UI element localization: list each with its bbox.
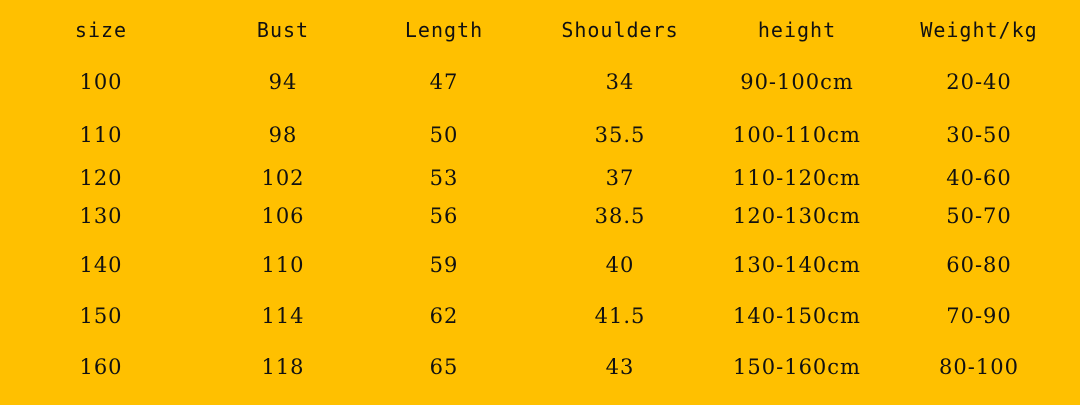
table-cell: 130 <box>79 204 123 228</box>
table-cell: 62 <box>429 304 459 328</box>
table-cell: 41.5 <box>594 304 646 328</box>
table-cell: 98 <box>268 123 298 147</box>
column-header: Shoulders <box>561 18 679 42</box>
table-cell: 60-80 <box>946 253 1012 277</box>
table-cell: 38.5 <box>594 204 646 228</box>
table-cell: 43 <box>605 355 635 379</box>
table-cell: 94 <box>268 70 298 94</box>
table-cell: 130-140cm <box>733 253 861 277</box>
table-cell: 34 <box>605 70 635 94</box>
table-cell: 80-100 <box>939 355 1019 379</box>
table-cell: 30-50 <box>946 123 1012 147</box>
table-cell: 47 <box>429 70 459 94</box>
table-cell: 56 <box>429 204 459 228</box>
table-cell: 100-110cm <box>733 123 861 147</box>
column-header: Bust <box>256 18 310 42</box>
table-cell: 114 <box>261 304 305 328</box>
table-cell: 120-130cm <box>733 204 861 228</box>
table-cell: 140 <box>79 253 123 277</box>
table-cell: 35.5 <box>594 123 646 147</box>
table-cell: 40-60 <box>946 166 1012 190</box>
table-cell: 50-70 <box>946 204 1012 228</box>
table-cell: 70-90 <box>946 304 1012 328</box>
table-cell: 106 <box>261 204 305 228</box>
table-cell: 160 <box>79 355 123 379</box>
table-cell: 90-100cm <box>740 70 854 94</box>
table-cell: 120 <box>79 166 123 190</box>
table-cell: 100 <box>79 70 123 94</box>
table-cell: 20-40 <box>946 70 1012 94</box>
table-cell: 110 <box>79 123 123 147</box>
column-header: height <box>757 18 837 42</box>
table-cell: 102 <box>261 166 305 190</box>
table-cell: 140-150cm <box>733 304 861 328</box>
table-cell: 150-160cm <box>733 355 861 379</box>
table-cell: 53 <box>429 166 459 190</box>
table-cell: 150 <box>79 304 123 328</box>
column-header: size <box>74 18 128 42</box>
table-cell: 50 <box>429 123 459 147</box>
table-cell: 37 <box>605 166 635 190</box>
table-cell: 40 <box>605 253 635 277</box>
column-header: Length <box>404 18 484 42</box>
table-cell: 110 <box>261 253 305 277</box>
table-cell: 118 <box>261 355 305 379</box>
table-cell: 59 <box>429 253 459 277</box>
table-cell: 65 <box>429 355 459 379</box>
table-cell: 110-120cm <box>733 166 861 190</box>
column-header: Weight/kg <box>920 18 1038 42</box>
